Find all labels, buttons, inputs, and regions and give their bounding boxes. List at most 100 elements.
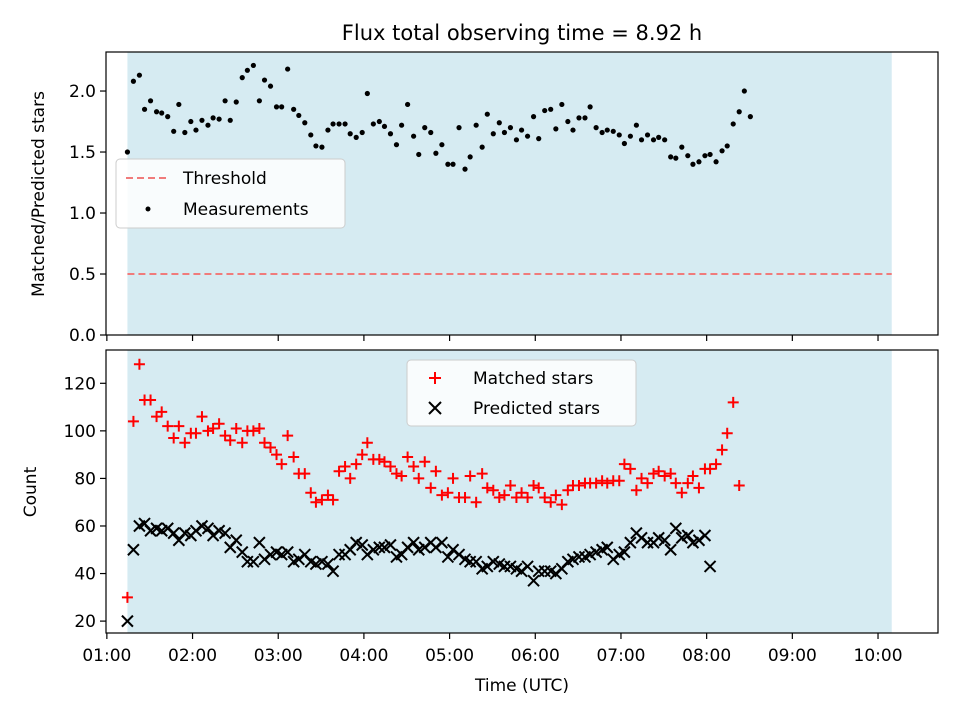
y-tick-label: 1.0 — [69, 204, 96, 224]
measurement-point — [559, 101, 565, 108]
predicted-point — [281, 545, 294, 559]
x-tick-label: 10:00 — [854, 646, 903, 666]
matched-point — [322, 489, 334, 501]
measurement-point — [518, 127, 525, 133]
matched-point — [202, 425, 214, 437]
matched-point — [207, 422, 219, 434]
predicted-point — [384, 538, 397, 552]
matched-point — [168, 432, 180, 444]
bottom-y-axis-label: Count — [21, 466, 41, 517]
predicted-point — [407, 536, 420, 549]
bottom-panel: 20 40 60 80 100 120 01:00 02:00 03:00 04:00 05:00… — [21, 349, 939, 696]
matched-point — [436, 489, 448, 501]
predicted-point — [601, 541, 614, 554]
measurement-point — [576, 115, 582, 121]
measurement-point — [313, 143, 319, 149]
matched-point — [190, 427, 202, 439]
measurement-point — [542, 107, 548, 114]
predicted-point — [624, 536, 637, 549]
matched-point — [682, 477, 694, 489]
matched-point — [425, 482, 437, 494]
measurement-point — [364, 90, 370, 97]
measurement-point — [370, 121, 376, 127]
predicted-legend-swatch — [428, 401, 442, 415]
matched-point — [133, 358, 145, 370]
matched-point — [470, 496, 482, 508]
measurement-point — [633, 122, 639, 128]
matched-point — [721, 427, 733, 439]
measurement-point — [638, 137, 645, 143]
measurement-point — [250, 62, 256, 69]
matched-point — [596, 475, 608, 487]
matched-point — [236, 437, 248, 449]
matched-point — [636, 472, 648, 484]
predicted-point — [201, 522, 215, 535]
matched-point — [430, 465, 442, 477]
x-tick-label: 03:00 — [254, 646, 303, 666]
measurement-point — [696, 159, 702, 165]
measurement-point — [627, 133, 633, 139]
measurement-point — [422, 125, 428, 131]
measurement-point — [668, 154, 674, 160]
matched-point — [265, 442, 277, 454]
matched-point — [145, 394, 157, 406]
predicted-point — [658, 534, 671, 547]
matched-point — [156, 406, 168, 418]
predicted-point — [326, 564, 340, 578]
matched-point — [173, 420, 185, 432]
matched-point — [653, 465, 665, 477]
x-tick-label: 04:00 — [339, 646, 388, 666]
matched-point — [510, 491, 522, 503]
y-tick-label: 0.5 — [69, 265, 96, 285]
matched-point — [179, 437, 191, 449]
predicted-point — [618, 545, 631, 559]
top-y-axis: 0.0 0.5 1.0 1.5 2.0 — [69, 82, 106, 346]
legend-threshold-label: Threshold — [182, 169, 267, 189]
matched-point — [276, 458, 288, 470]
x-tick-label: 01:00 — [82, 646, 131, 666]
measurement-point — [353, 134, 359, 140]
matched-point — [288, 451, 300, 463]
measurement-point — [193, 127, 199, 133]
matched-point — [339, 461, 351, 473]
measurement-point — [467, 154, 473, 160]
matched-point — [493, 491, 505, 503]
measurement-point — [291, 106, 297, 112]
matched-point — [121, 591, 133, 603]
predicted-point — [373, 541, 386, 554]
y-tick-label: 100 — [64, 422, 96, 442]
predicted-point — [230, 534, 243, 547]
matched-point — [213, 418, 225, 430]
matched-point — [562, 484, 574, 496]
matched-point — [665, 468, 677, 480]
predicted-point — [218, 526, 232, 540]
x-tick-label: 07:00 — [596, 646, 645, 666]
matched-point — [247, 425, 259, 437]
measurement-point — [188, 118, 194, 125]
measurement-point — [565, 118, 571, 125]
measurement-point — [462, 166, 468, 172]
matched-point — [253, 422, 265, 434]
measurement-point — [227, 117, 233, 123]
measurement-point — [445, 161, 451, 167]
predicted-point — [527, 574, 540, 587]
matched-point — [693, 482, 705, 494]
bottom-x-axis: 01:00 02:00 03:00 04:00 05:00 06:00 07:00 08:00… — [82, 633, 903, 666]
measurement-point — [222, 98, 228, 104]
measurement-point — [553, 126, 559, 132]
measurement-point — [741, 88, 747, 94]
matched-point — [442, 487, 454, 499]
measurement-point — [747, 114, 753, 120]
predicted-point — [664, 543, 677, 556]
measurement-point — [524, 133, 531, 139]
matched-point — [219, 430, 231, 442]
measurement-point — [261, 77, 268, 83]
measurement-point — [279, 104, 285, 110]
matched-point — [590, 477, 602, 489]
top-y-axis-label: Matched/Predicted stars — [29, 91, 49, 297]
measurement-point — [330, 121, 336, 127]
predicted-point — [253, 536, 266, 549]
measurement-point — [690, 161, 696, 167]
measurement-point — [496, 120, 502, 126]
x-axis-label: Time (UTC) — [474, 676, 569, 696]
